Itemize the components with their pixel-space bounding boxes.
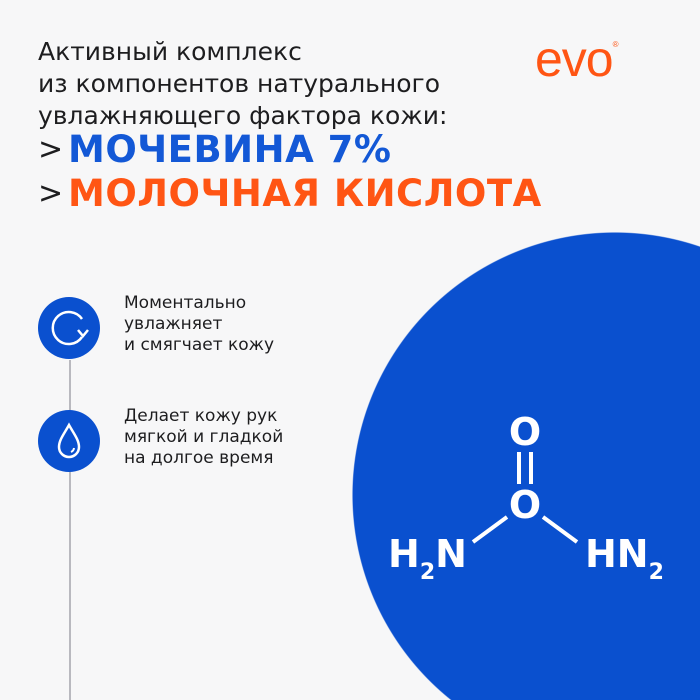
feature-item: Делает кожу рук мягкой и гладкой на долг… [38,406,283,472]
oxygen-top: O [509,410,541,454]
hn2-group: HN2 [585,532,664,585]
feature-text: Моментально увлажняет и смягчает кожу [124,293,275,355]
bullet-lactic-acid: > МОЛОЧНАЯ КИСЛОТА [38,172,542,215]
bullet-text: МОЛОЧНАЯ КИСЛОТА [68,172,542,215]
bullet-text: МОЧЕВИНА 7% [68,128,392,171]
chevron-right-icon: > [38,176,64,211]
evo-logo: evo® [535,30,619,88]
registered-mark: ® [612,40,619,49]
timeline-line [69,360,71,700]
h2n-group: H2N [388,532,467,585]
water-drop-icon [38,410,100,472]
refresh-icon [38,297,100,359]
left-bond [471,515,509,544]
bullet-urea: > МОЧЕВИНА 7% [38,128,391,171]
chevron-right-icon: > [38,132,64,167]
urea-structure: O O H2N HN2 [388,410,664,585]
logo-text: evo [535,31,614,87]
right-bond [541,515,579,544]
headline: Активный комплекс из компонентов натурал… [38,37,448,130]
feature-item: Моментально увлажняет и смягчает кожу [38,293,274,359]
center-atom: O [509,483,541,527]
feature-text: Делает кожу рук мягкой и гладкой на долг… [124,406,284,468]
